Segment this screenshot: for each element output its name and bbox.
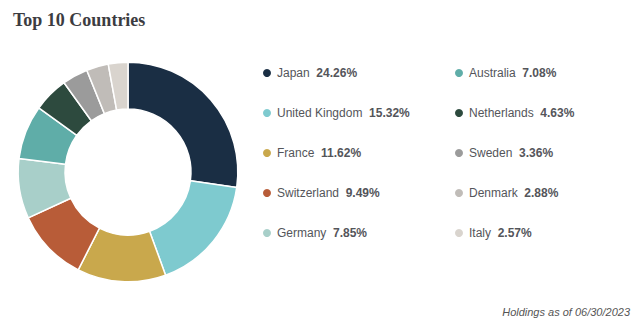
svg-text:Denmark: Denmark xyxy=(469,186,519,200)
svg-text:Japan: Japan xyxy=(277,66,310,80)
svg-text:7.85%: 7.85% xyxy=(333,226,367,240)
svg-text:United Kingdom: United Kingdom xyxy=(277,106,362,120)
svg-text:Netherlands: Netherlands xyxy=(469,106,534,120)
svg-text:France: France xyxy=(277,146,315,160)
svg-text:Holdings as of 06/30/2023: Holdings as of 06/30/2023 xyxy=(502,306,631,318)
svg-text:Sweden: Sweden xyxy=(469,146,512,160)
svg-text:4.63%: 4.63% xyxy=(540,106,574,120)
svg-text:Switzerland: Switzerland xyxy=(277,186,339,200)
svg-text:11.62%: 11.62% xyxy=(321,146,361,160)
svg-text:Germany: Germany xyxy=(277,226,326,240)
svg-text:7.08%: 7.08% xyxy=(522,66,556,80)
svg-text:15.32%: 15.32% xyxy=(369,106,410,120)
svg-text:2.57%: 2.57% xyxy=(498,226,532,240)
svg-text:Top 10 Countries: Top 10 Countries xyxy=(13,10,145,30)
svg-text:3.36%: 3.36% xyxy=(519,146,553,160)
svg-text:9.49%: 9.49% xyxy=(346,186,380,200)
svg-text:2.88%: 2.88% xyxy=(524,186,558,200)
svg-text:24.26%: 24.26% xyxy=(316,66,357,80)
svg-text:Italy: Italy xyxy=(469,226,491,240)
svg-text:Australia: Australia xyxy=(469,66,516,80)
